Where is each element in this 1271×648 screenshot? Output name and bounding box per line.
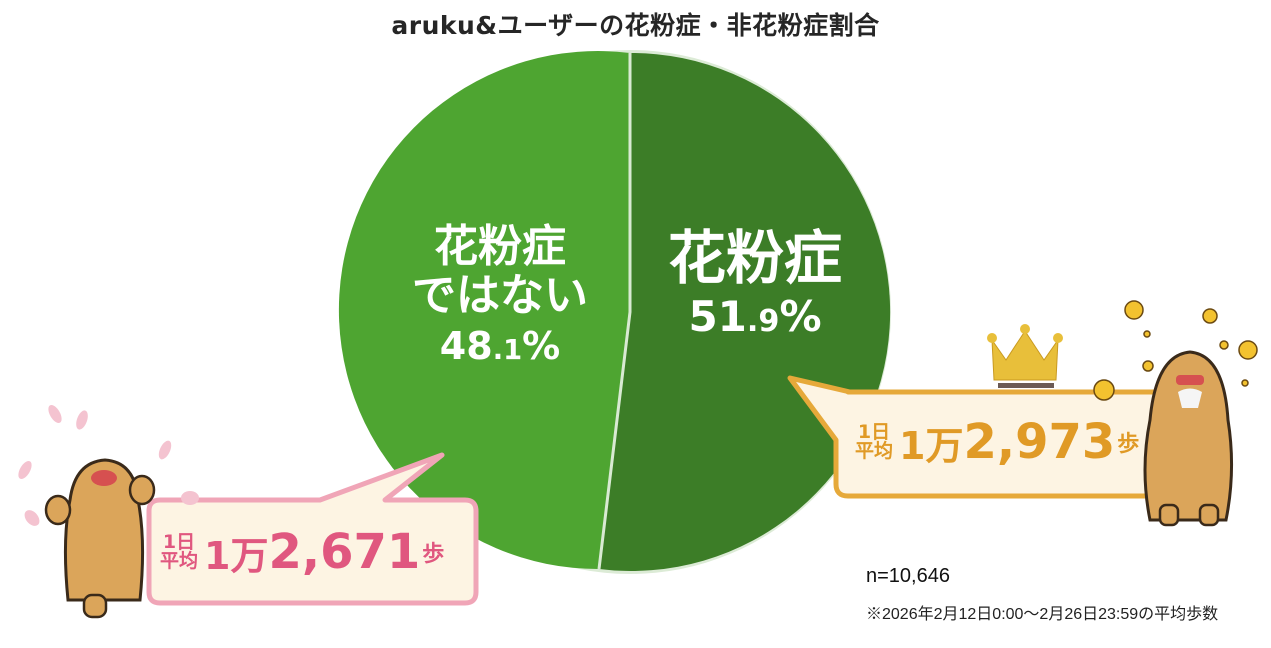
label-non-hayfever-line2: ではない: [412, 270, 588, 322]
label-non-hayfever-line1: 花粉症: [434, 221, 566, 272]
chart-title: aruku&ユーザーの花粉症・非花粉症割合: [391, 11, 880, 40]
pollen-icons: [1093, 300, 1258, 401]
label-hayfever: 花粉症 51.9%: [640, 226, 870, 340]
pink-bubble-steps: 1日 平均 1万 2,671 歩: [160, 524, 444, 580]
sakura-petal-icons: [18, 404, 199, 526]
otter-character-left: [44, 458, 156, 619]
pct-hayfever: 51.9%: [688, 291, 822, 341]
gold-bubble-num: 2,973: [963, 414, 1116, 470]
pie-slice-non-hayfever: [338, 51, 630, 570]
footnote: ※2026年2月12日0:00〜2月26日23:59の平均歩数: [866, 606, 1219, 623]
pct-non-hayfever: 48.1%: [439, 323, 561, 368]
pink-bubble-prefix: 1日 平均: [160, 531, 199, 572]
pink-bubble-num: 2,671: [268, 524, 421, 580]
pink-speech-bubble: [146, 452, 479, 606]
gold-bubble-unit: 歩: [1117, 432, 1140, 457]
gold-bubble-man: 1万: [899, 423, 964, 468]
otter-character-right: [1143, 350, 1234, 527]
gold-bubble-steps: 1日 平均 1万 2,973 歩: [855, 414, 1139, 470]
pink-bubble-unit: 歩: [422, 542, 445, 567]
gold-bubble-prefix: 1日 平均: [855, 421, 894, 462]
crown-icon: [987, 324, 1063, 388]
pie-slice-hayfever: [599, 52, 891, 571]
label-non-hayfever: 花粉症 ではない 48.1%: [395, 222, 605, 367]
sample-size: n=10,646: [866, 565, 950, 587]
label-hayfever-line1: 花粉症: [667, 224, 842, 292]
pink-bubble-man: 1万: [204, 533, 269, 578]
